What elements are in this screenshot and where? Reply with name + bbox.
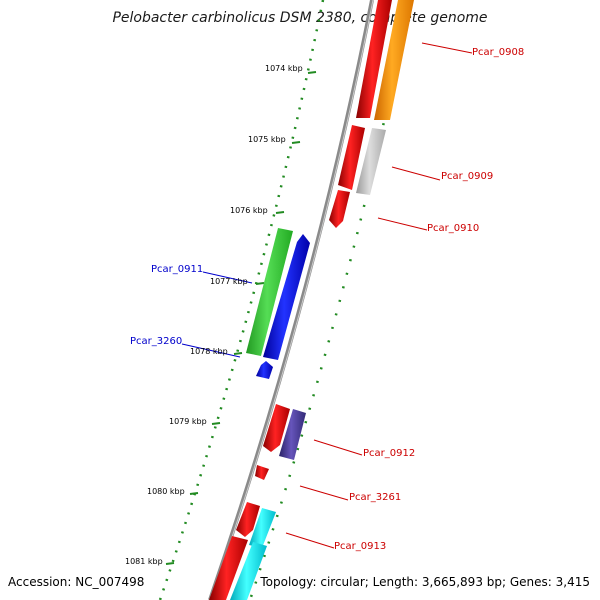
gene-pcar-0909-partner[interactable] xyxy=(356,128,386,195)
tick-mark-1077 xyxy=(255,282,265,285)
label-leaders xyxy=(181,42,473,549)
tick-mark-1080 xyxy=(189,492,199,495)
leader-pcar-0910 xyxy=(377,217,428,231)
gene-pcar-0911-partner[interactable] xyxy=(263,234,310,360)
gene-label-pcar-0912[interactable]: Pcar_0912 xyxy=(363,448,416,459)
gene-pcar-0913[interactable] xyxy=(236,502,260,537)
gene-pcar-3260[interactable] xyxy=(256,361,273,379)
tick-label-1074: 1074 kbp xyxy=(265,64,303,73)
tick-label-1078: 1078 kbp xyxy=(190,347,228,356)
gene-label-pcar-0908[interactable]: Pcar_0908 xyxy=(472,47,525,58)
tick-label-1081: 1081 kbp xyxy=(125,557,163,566)
tick-mark-1076 xyxy=(275,211,285,214)
tick-label-1075: 1075 kbp xyxy=(248,135,286,144)
gene-pcar-3261[interactable] xyxy=(255,465,269,480)
gene-pcar-0913-partner[interactable] xyxy=(249,508,276,548)
leader-pcar-3261 xyxy=(299,485,349,501)
gene-pcar-0909[interactable] xyxy=(338,125,365,190)
gene-features xyxy=(209,0,414,600)
gene-label-pcar-0911[interactable]: Pcar_0911 xyxy=(151,264,204,275)
gene-pcar-0911[interactable] xyxy=(246,228,293,356)
leader-pcar-0909 xyxy=(391,166,441,181)
genome-backbone-highlight xyxy=(210,0,374,600)
gene-pcar-0912-partner[interactable] xyxy=(279,409,306,460)
tick-mark-1078 xyxy=(233,352,243,355)
leader-pcar-3260 xyxy=(181,343,241,358)
gene-lower-red[interactable] xyxy=(209,536,248,600)
gene-lower-cyan[interactable] xyxy=(230,542,267,600)
major-ticks xyxy=(165,71,317,565)
gene-label-pcar-0913[interactable]: Pcar_0913 xyxy=(334,541,387,552)
tick-label-1077: 1077 kbp xyxy=(210,277,248,286)
gene-pcar-0908[interactable] xyxy=(356,0,392,118)
gene-label-pcar-3261[interactable]: Pcar_3261 xyxy=(349,492,402,503)
genome-summary-text: Topology: circular; Length: 3,665,893 bp… xyxy=(260,575,590,589)
genome-backbone xyxy=(208,0,374,600)
gene-label-pcar-3260[interactable]: Pcar_3260 xyxy=(130,336,183,347)
gene-pcar-0912[interactable] xyxy=(263,404,290,452)
leader-pcar-0913 xyxy=(285,532,335,549)
tick-label-1079: 1079 kbp xyxy=(169,417,207,426)
tick-mark-1075 xyxy=(291,141,301,144)
gene-label-pcar-0910[interactable]: Pcar_0910 xyxy=(427,223,480,234)
tick-label-1080: 1080 kbp xyxy=(147,487,185,496)
tick-mark-1079 xyxy=(211,422,221,425)
accession-text: Accession: NC_007498 xyxy=(8,575,145,589)
tick-mark-1081 xyxy=(165,562,175,565)
leader-pcar-0911 xyxy=(202,271,253,284)
gene-pcar-0908-partner[interactable] xyxy=(374,0,414,120)
tick-label-1076: 1076 kbp xyxy=(230,206,268,215)
gene-label-pcar-0909[interactable]: Pcar_0909 xyxy=(441,171,494,182)
leader-pcar-0908 xyxy=(421,42,473,54)
tick-mark-1074 xyxy=(307,71,317,74)
leader-pcar-0912 xyxy=(313,439,363,456)
gene-pcar-0910[interactable] xyxy=(329,190,350,228)
